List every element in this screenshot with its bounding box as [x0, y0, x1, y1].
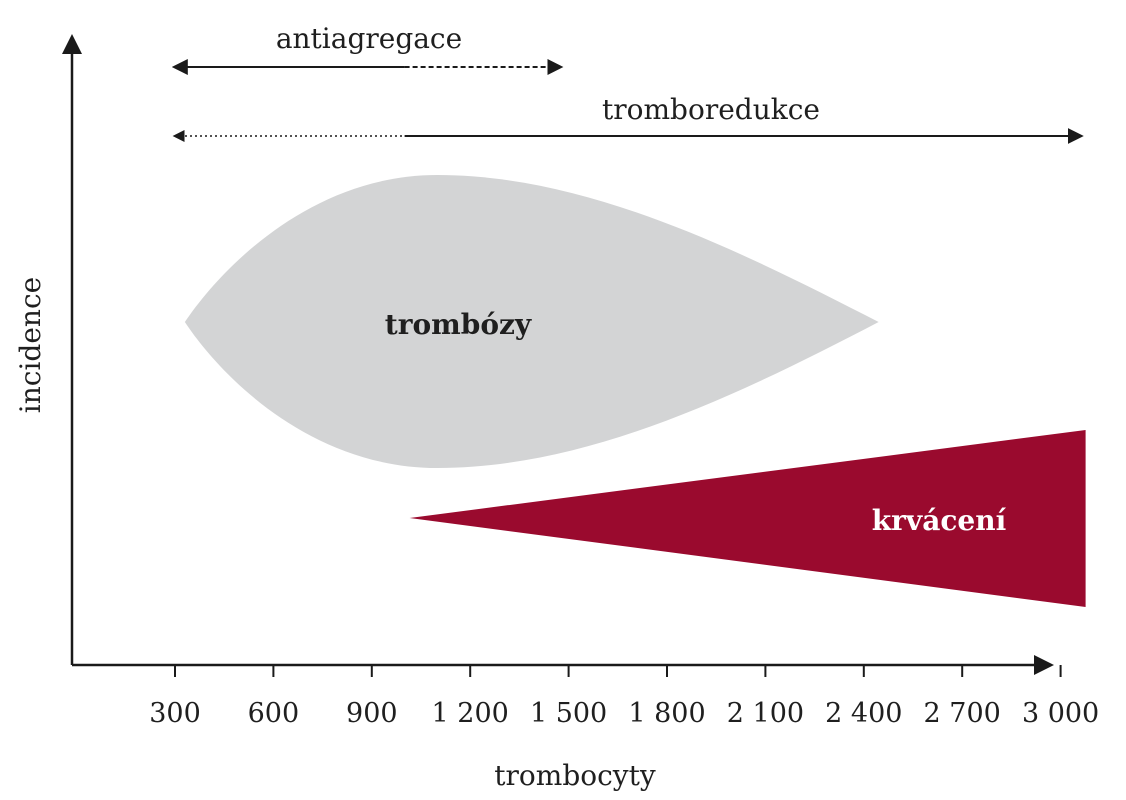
antiagregace-label: antiagregace [276, 22, 462, 55]
x-tick-label: 2 700 [924, 698, 1001, 729]
x-axis-ticks: 300 600 900 1 200 1 500 1 800 2 100 2 400 2 700 3… [149, 665, 1099, 729]
x-tick-label: 600 [248, 698, 300, 729]
bleeding-region [409, 430, 1086, 607]
bleeding-label: krvácení [872, 504, 1007, 537]
x-tick-label: 1 500 [530, 698, 607, 729]
tromboredukce-range: tromboredukce [172, 93, 1084, 144]
y-axis-title: incidence [14, 277, 47, 413]
x-tick-label: 900 [346, 698, 398, 729]
tromboredukce-label: tromboredukce [602, 93, 820, 126]
x-tick-label: 3 000 [1022, 698, 1099, 729]
antiagregace-range: antiagregace [171, 22, 564, 75]
x-tick-label: 2 100 [727, 698, 804, 729]
x-tick-label: 1 800 [628, 698, 705, 729]
x-axis-title: trombocyty [494, 759, 656, 792]
thrombosis-region [184, 175, 879, 468]
thrombosis-label: trombózy [385, 308, 532, 341]
x-tick-label: 300 [149, 698, 201, 729]
x-tick-label: 2 400 [825, 698, 902, 729]
x-tick-label: 1 200 [432, 698, 509, 729]
